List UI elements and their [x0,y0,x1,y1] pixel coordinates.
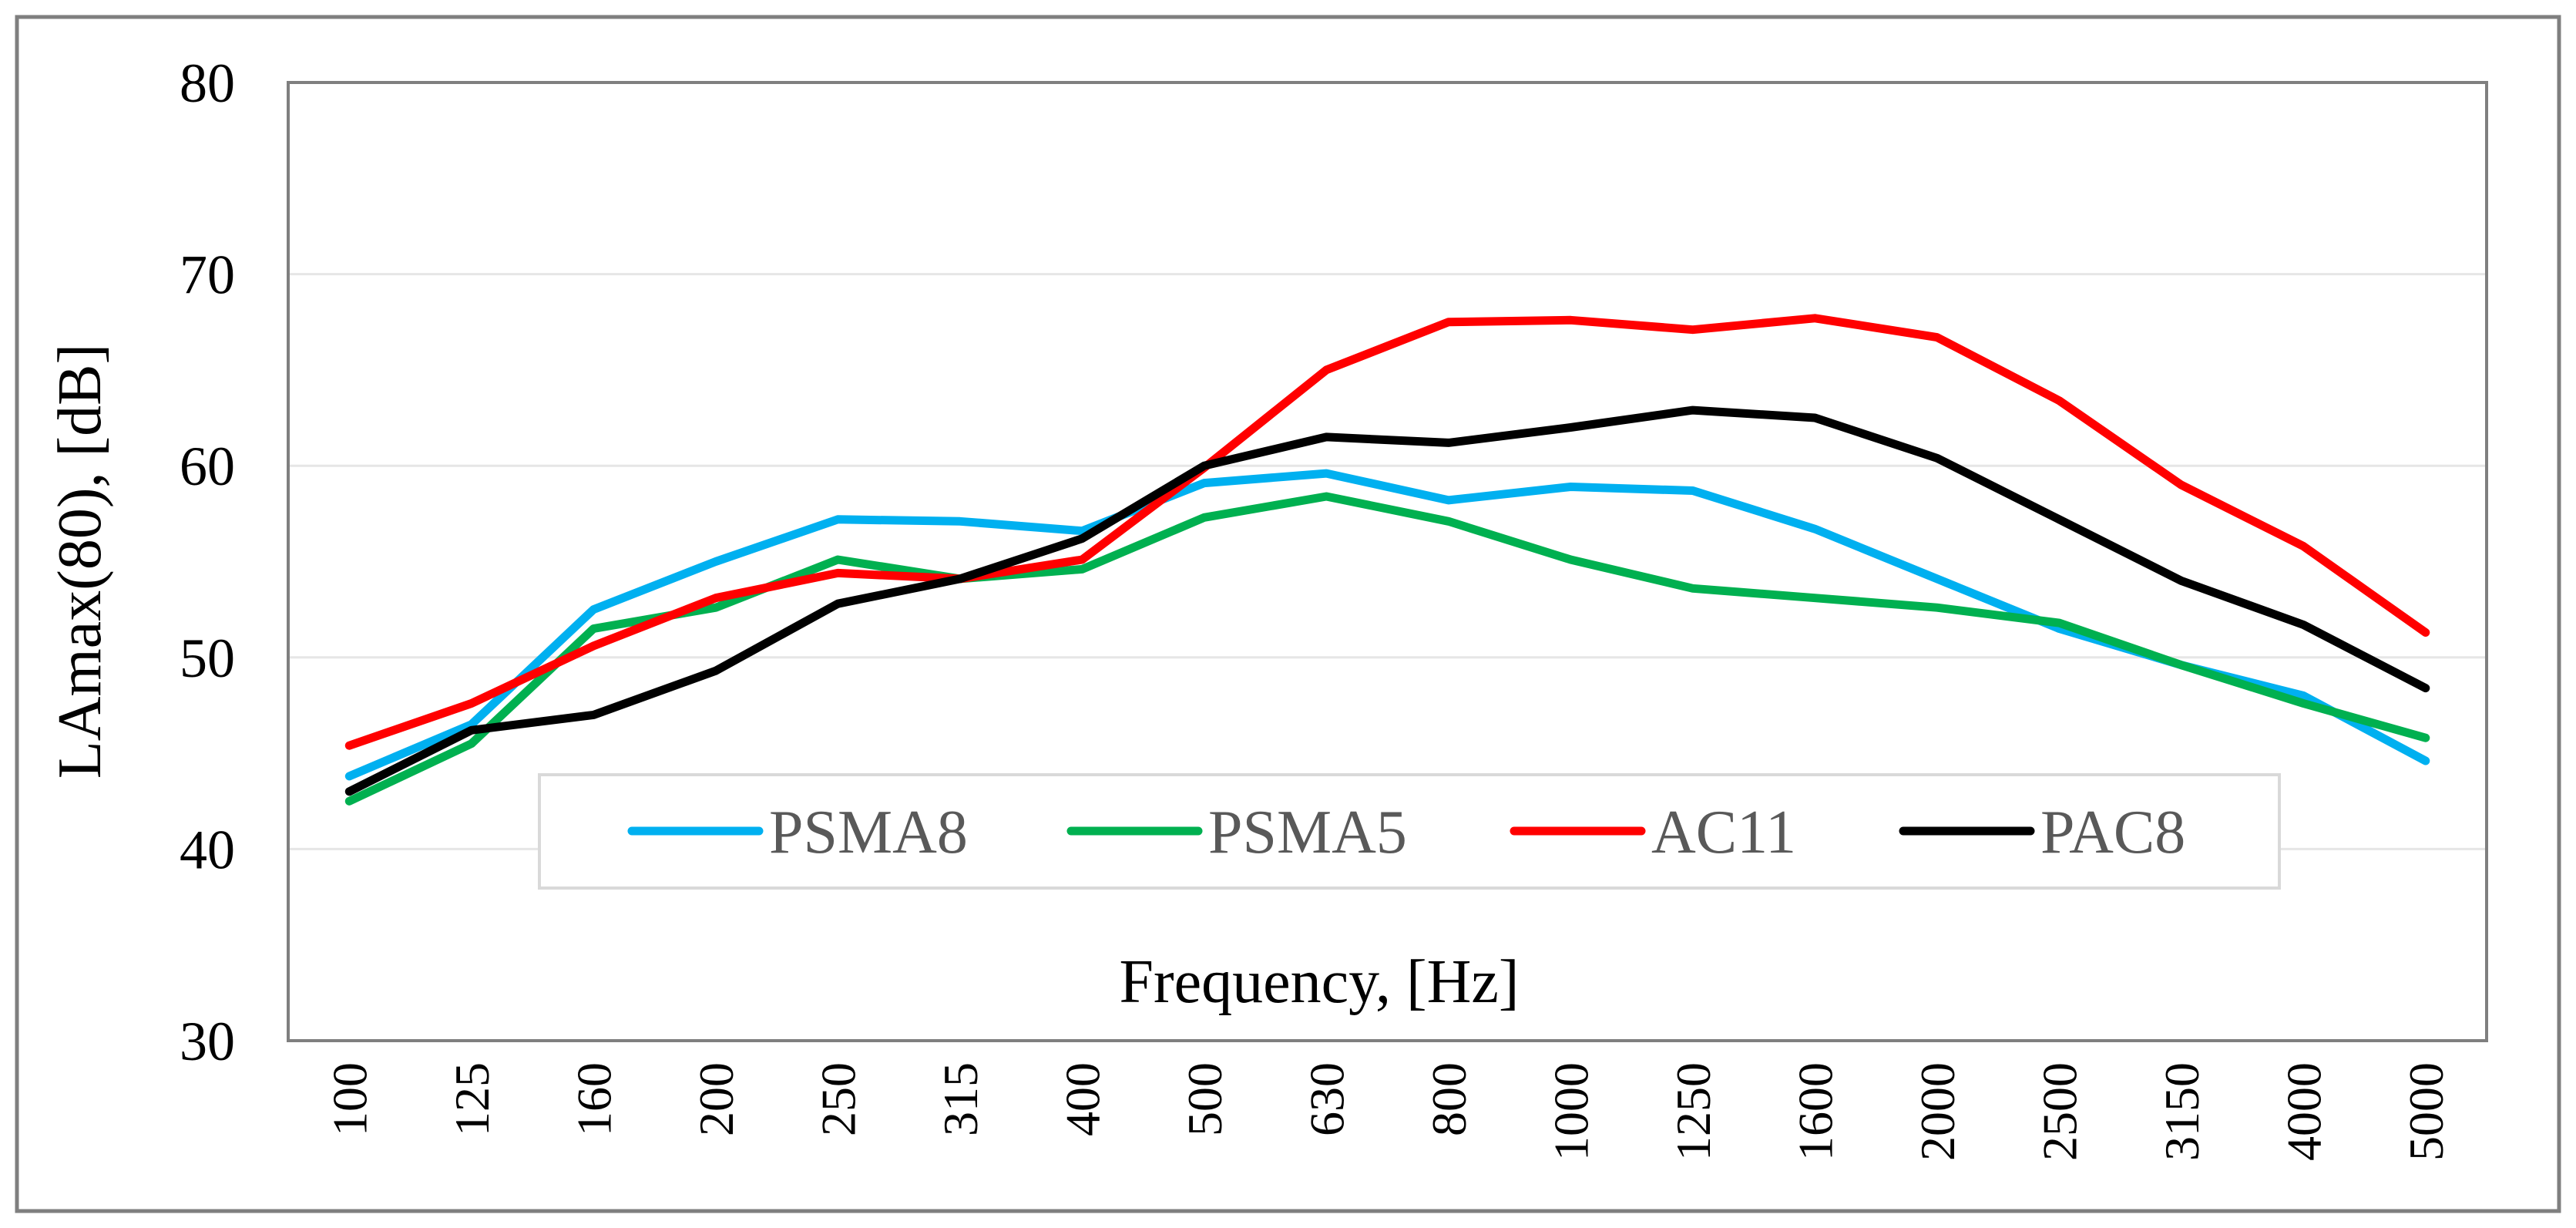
legend-label-pac8: PAC8 [2040,799,2185,866]
series-line-psma5 [344,492,2430,806]
y-tick-label: 50 [180,627,235,689]
x-tick-label: 200 [689,1062,744,1136]
x-tick-label: 160 [566,1062,621,1136]
x-tick-label: 400 [1055,1062,1110,1136]
x-tick-label: 2000 [1910,1062,1965,1161]
x-tick-label: 800 [1422,1062,1476,1136]
y-tick-label: 80 [180,52,235,114]
y-tick-label: 60 [180,436,235,497]
x-tick-label: 1600 [1788,1062,1842,1161]
series-line-ac11 [344,314,2430,750]
x-tick-label: 2500 [2032,1062,2087,1161]
x-tick-label: 100 [322,1062,377,1136]
legend-label-psma5: PSMA5 [1208,799,1407,866]
x-tick-label: 5000 [2399,1062,2453,1161]
x-tick-label: 630 [1299,1062,1354,1136]
legend-label-psma8: PSMA8 [769,799,968,866]
y-tick-label: 30 [180,1011,235,1072]
x-tick-label: 315 [933,1062,988,1136]
x-tick-label: 125 [445,1062,499,1136]
x-tick-label: 3150 [2155,1062,2209,1161]
y-axis-ticks: 30 40 50 60 70 80 [180,52,235,1072]
x-tick-label: 4000 [2276,1062,2331,1161]
x-axis-title: Frequency, [Hz] [1119,948,1519,1016]
y-tick-label: 40 [180,819,235,880]
series-line-pac8 [344,405,2430,796]
y-axis-title: LAmax(80), [dB] [46,344,114,779]
series-lines [344,314,2430,806]
legend-label-ac11: AC11 [1651,799,1796,866]
x-tick-label: 250 [811,1062,865,1136]
x-tick-label: 500 [1177,1062,1232,1136]
legend: PSMA8 PSMA5 AC11 PAC8 [538,773,2281,890]
x-tick-label: 1250 [1666,1062,1721,1161]
x-axis-ticks: 100 125 160 200 250 315 400 500 630 800 1000 1250 16… [322,1062,2453,1161]
x-tick-label: 1000 [1543,1062,1598,1161]
outer-frame [15,15,2561,1213]
y-tick-label: 70 [180,244,235,306]
plot-area-border [287,81,2488,1042]
series-line-psma8 [344,469,2430,781]
